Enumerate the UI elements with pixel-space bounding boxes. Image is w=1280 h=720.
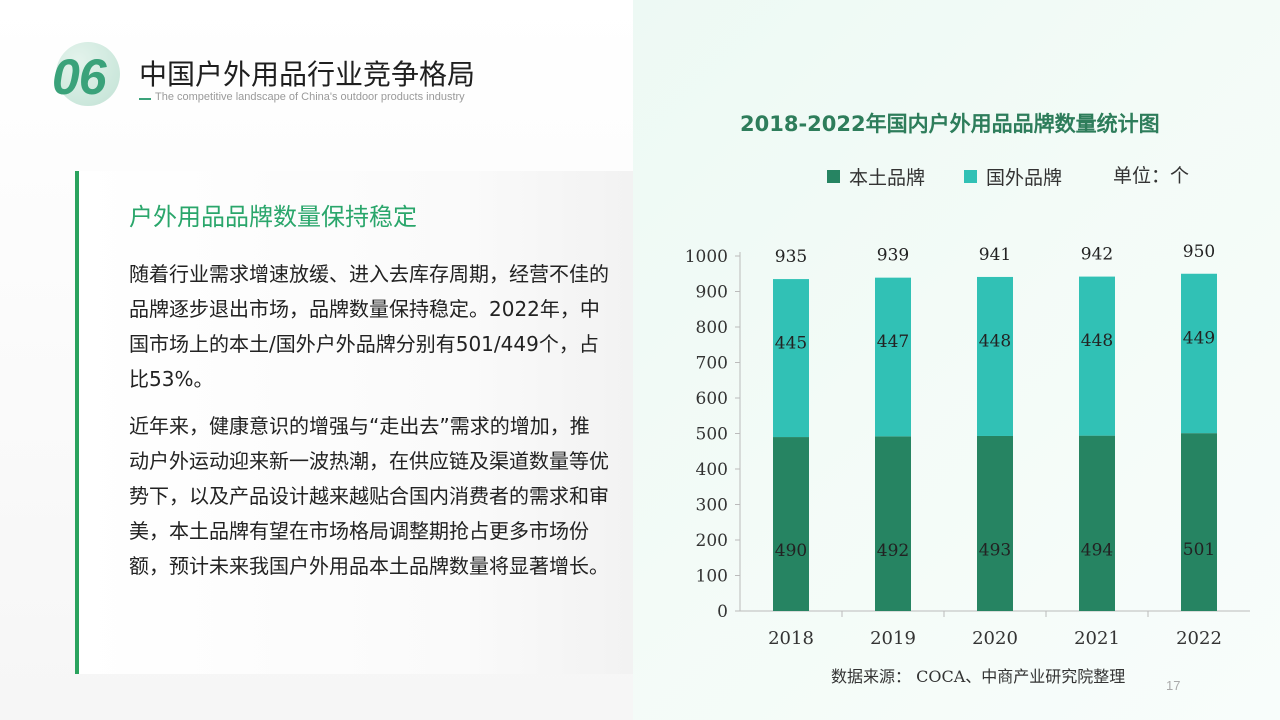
legend-item-foreign: 国外品牌: [964, 163, 1062, 189]
y-tick-label: 400: [696, 460, 728, 480]
subtitle-accent-line: [139, 98, 151, 100]
x-tick-label: 2022: [1176, 628, 1222, 649]
bar-segment-domestic: [875, 436, 911, 611]
y-tick-label: 300: [696, 496, 728, 516]
bar-value-label: 501: [1183, 540, 1215, 560]
bar-value-label: 492: [877, 541, 909, 561]
bar-total-label: 935: [775, 247, 807, 267]
bar-segment-domestic: [977, 435, 1013, 611]
legend-label-domestic: 本土品牌: [849, 166, 926, 189]
y-tick-label: 500: [696, 425, 728, 445]
x-tick-label: 2021: [1074, 628, 1120, 649]
bar-segment-domestic: [1181, 433, 1217, 611]
x-tick-label: 2019: [870, 628, 916, 649]
bar-value-label: 449: [1183, 329, 1215, 349]
bar-value-label: 448: [1081, 331, 1113, 351]
paragraph-1: 随着行业需求增速放缓、进入去库存周期，经营不佳的品牌逐步退出市场，品牌数量保持稳…: [129, 262, 609, 391]
x-tick-label: 2018: [768, 628, 814, 649]
bar-value-label: 448: [979, 332, 1011, 352]
right-panel-background: [633, 0, 1280, 720]
x-tick-label: 2020: [972, 628, 1018, 649]
section-number-badge: 06: [52, 38, 132, 118]
y-tick-label: 600: [696, 389, 728, 409]
bar-segment-domestic: [773, 437, 809, 611]
page-title: 中国户外用品行业竞争格局: [139, 58, 476, 91]
y-tick-label: 700: [696, 354, 728, 374]
legend-swatch-domestic: [827, 169, 840, 183]
legend-item-domestic: 本土品牌: [827, 163, 925, 189]
y-tick-label: 900: [696, 283, 728, 303]
y-tick-label: 800: [696, 318, 728, 338]
page-number: 17: [1166, 678, 1181, 693]
badge-circle-decoration: [56, 42, 120, 106]
card-heading: 户外用品品牌数量保持稳定: [129, 203, 417, 231]
bar-segment-domestic: [1079, 435, 1115, 611]
page-subtitle: The competitive landscape of China's out…: [155, 91, 465, 103]
bar-segment-foreign: [1079, 276, 1115, 436]
bar-value-label: 447: [877, 332, 909, 352]
y-tick-label: 0: [717, 602, 728, 622]
chart-unit-label: 单位：个: [1113, 165, 1190, 187]
legend-swatch-foreign: [964, 169, 977, 183]
bar-segment-foreign: [875, 277, 911, 437]
y-tick-label: 1000: [685, 247, 728, 267]
chart-title: 2018-2022年国内户外用品品牌数量统计图: [740, 112, 1160, 136]
bar-total-label: 950: [1183, 242, 1215, 262]
bar-value-label: 494: [1081, 541, 1113, 561]
stacked-bar-chart: 0 100 200 300 400 500 600 700 800 900 1000 490 445 93…: [685, 242, 1250, 649]
text-card: 户外用品品牌数量保持稳定 随着行业需求增速放缓、进入去库存周期，经营不佳的品牌逐…: [75, 171, 633, 674]
bar-value-label: 493: [979, 541, 1011, 561]
section-number: 06: [52, 49, 107, 105]
bar-segment-foreign: [773, 279, 809, 438]
y-tick-label: 200: [696, 531, 728, 551]
bar-total-label: 941: [979, 245, 1011, 265]
bar-value-label: 490: [775, 541, 807, 561]
bar-value-label: 445: [775, 333, 807, 353]
legend-label-foreign: 国外品牌: [986, 166, 1063, 189]
bar-segment-foreign: [977, 276, 1013, 436]
paragraph-2: 近年来，健康意识的增强与“走出去”需求的增加，推动户外运动迎来新一波热潮，在供应…: [129, 414, 609, 578]
data-source-note: 数据来源： COCA、中商产业研究院整理: [831, 667, 1126, 686]
bar-total-label: 942: [1081, 245, 1113, 265]
bar-total-label: 939: [877, 246, 909, 266]
y-tick-label: 100: [696, 567, 728, 587]
bar-segment-foreign: [1181, 273, 1217, 434]
